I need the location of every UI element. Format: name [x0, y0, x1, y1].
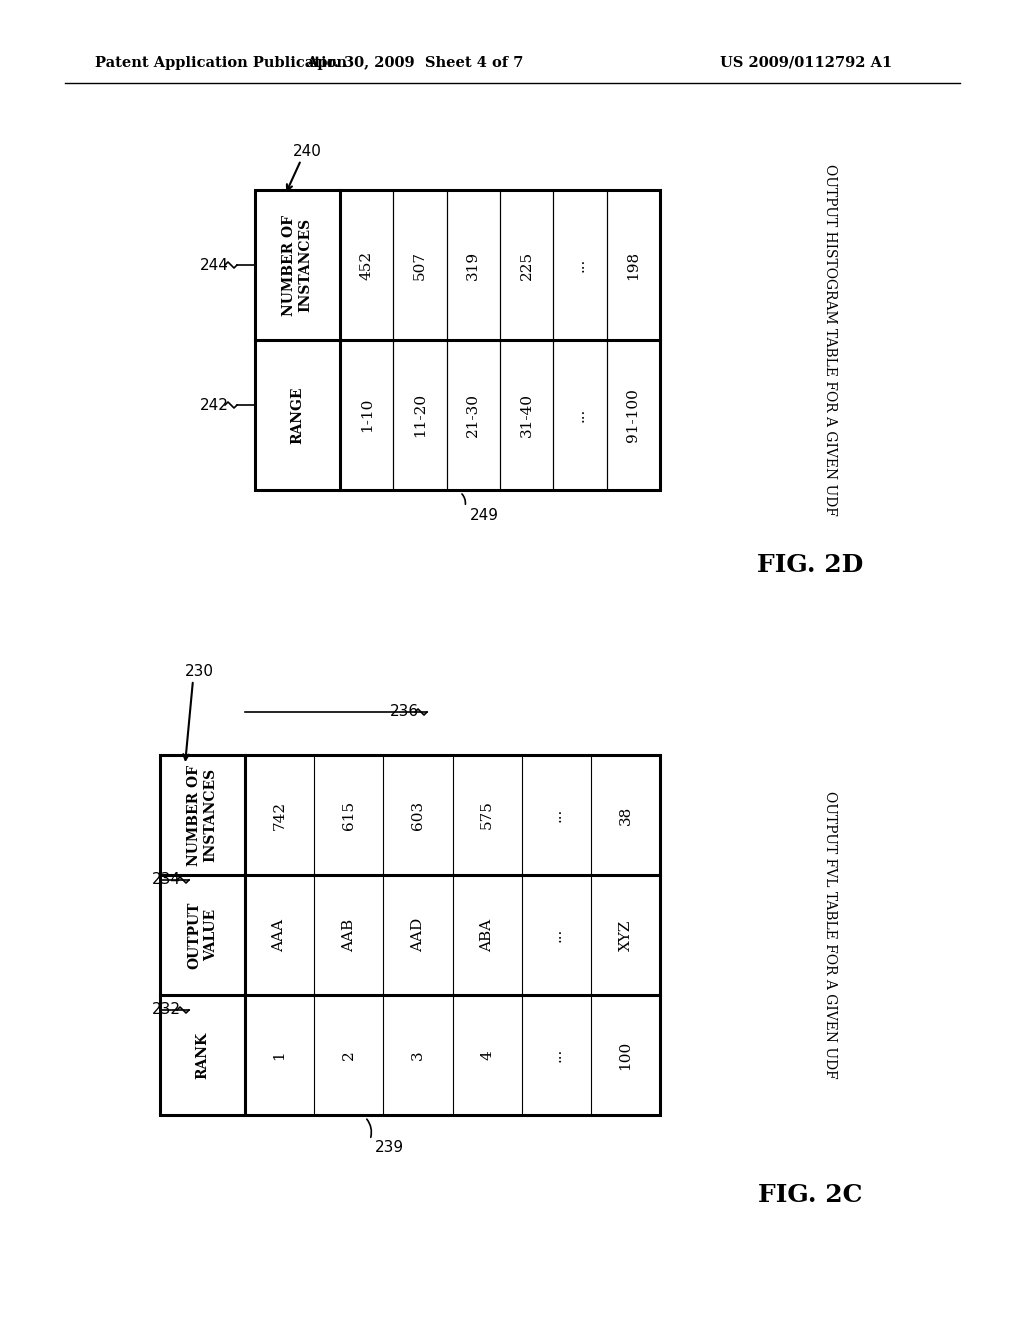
Text: 1: 1: [272, 1051, 287, 1060]
Text: 615: 615: [342, 800, 355, 829]
Text: OUTPUT
VALUE: OUTPUT VALUE: [187, 902, 217, 969]
Text: OUTPUT HISTOGRAM TABLE FOR A GIVEN UDF: OUTPUT HISTOGRAM TABLE FOR A GIVEN UDF: [823, 164, 837, 516]
Text: 225: 225: [519, 251, 534, 280]
Text: Apr. 30, 2009  Sheet 4 of 7: Apr. 30, 2009 Sheet 4 of 7: [306, 55, 523, 70]
Text: AAA: AAA: [272, 919, 287, 952]
Text: NUMBER OF
INSTANCES: NUMBER OF INSTANCES: [187, 764, 217, 866]
Text: 452: 452: [359, 251, 374, 280]
Text: FIG. 2D: FIG. 2D: [757, 553, 863, 577]
Text: XYZ: XYZ: [618, 919, 633, 950]
Bar: [255, 190, 660, 490]
Text: 742: 742: [272, 800, 287, 829]
Bar: [160, 755, 660, 1115]
Text: AAB: AAB: [342, 919, 355, 952]
Text: ...: ...: [549, 1048, 563, 1063]
Text: 232: 232: [152, 1002, 181, 1018]
Text: 198: 198: [627, 251, 640, 280]
Text: RANK: RANK: [196, 1031, 210, 1078]
Text: RANGE: RANGE: [291, 387, 304, 444]
Text: FIG. 2C: FIG. 2C: [758, 1183, 862, 1206]
Text: 21-30: 21-30: [466, 393, 480, 437]
Text: 242: 242: [200, 397, 229, 412]
Text: ...: ...: [549, 928, 563, 942]
Text: 11-20: 11-20: [413, 393, 427, 437]
Text: NUMBER OF
INSTANCES: NUMBER OF INSTANCES: [283, 214, 312, 315]
Text: 100: 100: [618, 1040, 633, 1069]
Text: ABA: ABA: [480, 919, 495, 952]
Text: 91-100: 91-100: [627, 388, 640, 442]
Text: ...: ...: [573, 408, 587, 422]
Text: 240: 240: [293, 144, 322, 160]
Text: 38: 38: [618, 805, 633, 825]
Text: ...: ...: [549, 808, 563, 822]
Text: 244: 244: [200, 257, 229, 272]
Text: 234: 234: [152, 873, 181, 887]
Text: Patent Application Publication: Patent Application Publication: [95, 55, 347, 70]
Text: 603: 603: [411, 800, 425, 829]
Text: 239: 239: [375, 1140, 404, 1155]
Text: 319: 319: [466, 251, 480, 280]
Text: 3: 3: [411, 1051, 425, 1060]
Text: OUTPUT FVL TABLE FOR A GIVEN UDF: OUTPUT FVL TABLE FOR A GIVEN UDF: [823, 791, 837, 1078]
Text: 230: 230: [185, 664, 214, 680]
Text: ...: ...: [573, 257, 587, 272]
Text: 2: 2: [342, 1051, 355, 1060]
Text: AAD: AAD: [411, 917, 425, 952]
Text: 249: 249: [470, 507, 499, 523]
Text: 575: 575: [480, 800, 495, 829]
Text: 507: 507: [413, 251, 427, 280]
Text: 4: 4: [480, 1051, 495, 1060]
Text: 236: 236: [390, 705, 419, 719]
Text: 1-10: 1-10: [359, 397, 374, 432]
Text: 31-40: 31-40: [519, 393, 534, 437]
Text: US 2009/0112792 A1: US 2009/0112792 A1: [720, 55, 892, 70]
